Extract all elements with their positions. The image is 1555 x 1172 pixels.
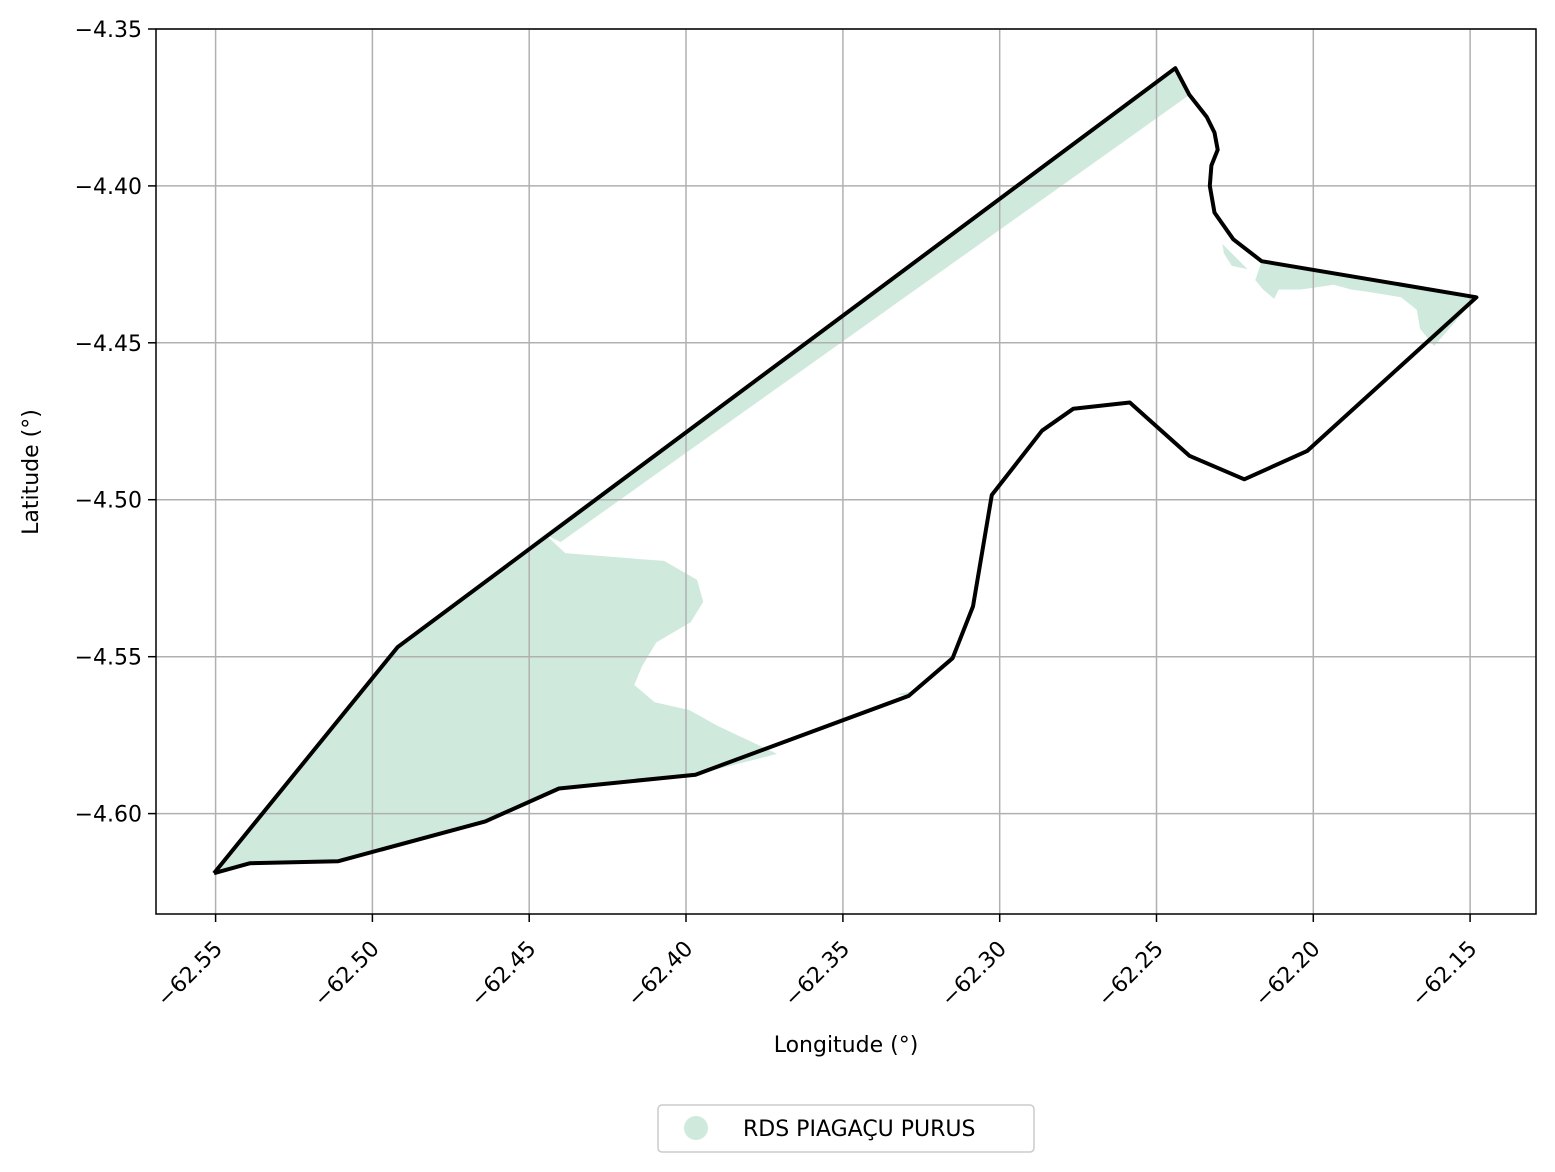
fill-region [214,534,777,874]
boundary-line [212,66,1479,876]
x-axis-ticks: −62.55 −62.50 −62.45 −62.40 −62.35 −62.30 −62.… [153,914,1482,1012]
fill-region [1255,261,1477,346]
x-tick-label: −62.20 [1250,937,1325,1012]
protected-area-fill [214,68,1477,874]
y-axis-ticks: −4.35 −4.40 −4.45 −4.50 −4.55 −4.60 [75,18,156,828]
x-axis-title: Longitude (°) [774,1033,919,1058]
y-tick-label: −4.60 [75,803,142,828]
fill-region [544,68,1190,543]
y-tick-label: −4.55 [75,646,142,671]
y-tick-label: −4.35 [75,18,142,43]
x-tick-label: −62.45 [466,937,541,1012]
fill-region [1222,244,1248,270]
legend: RDS PIAGAÇU PURUS [657,1104,1035,1153]
y-tick-label: −4.40 [75,175,142,200]
x-tick-label: −62.40 [623,937,698,1012]
protected-area-boundary [212,66,1479,876]
x-tick-label: −62.55 [153,937,228,1012]
legend-box [657,1104,1035,1153]
x-tick-label: −62.30 [937,937,1012,1012]
y-axis-title: Latitude (°) [19,409,44,535]
plot-frame [155,28,1537,915]
legend-label: RDS PIAGAÇU PURUS [743,1117,976,1142]
y-tick-label: −4.45 [75,332,142,357]
x-tick-label: −62.25 [1093,937,1168,1012]
x-tick-label: −62.50 [309,937,384,1012]
x-tick-label: −62.15 [1407,937,1482,1012]
legend-marker [684,1116,708,1140]
x-tick-label: −62.35 [780,937,855,1012]
y-tick-label: −4.50 [75,489,142,514]
